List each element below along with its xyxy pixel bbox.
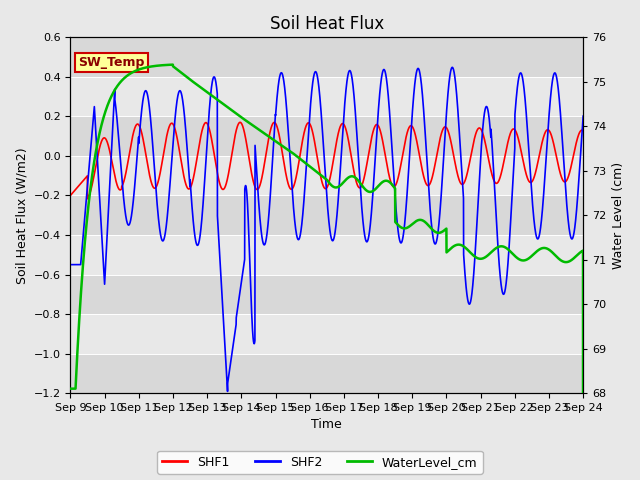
Bar	[70, 275, 583, 314]
Bar	[70, 37, 583, 77]
Legend: SHF1, SHF2, WaterLevel_cm: SHF1, SHF2, WaterLevel_cm	[157, 451, 483, 474]
Bar	[70, 235, 583, 275]
Y-axis label: Soil Heat Flux (W/m2): Soil Heat Flux (W/m2)	[15, 147, 28, 284]
Title: Soil Heat Flux: Soil Heat Flux	[269, 15, 384, 33]
Bar	[70, 314, 583, 354]
Bar	[70, 354, 583, 393]
Y-axis label: Water Level (cm): Water Level (cm)	[612, 162, 625, 269]
Text: SW_Temp: SW_Temp	[78, 56, 145, 69]
Bar	[70, 77, 583, 116]
Bar	[70, 156, 583, 195]
Bar	[70, 195, 583, 235]
Bar	[70, 116, 583, 156]
X-axis label: Time: Time	[312, 419, 342, 432]
